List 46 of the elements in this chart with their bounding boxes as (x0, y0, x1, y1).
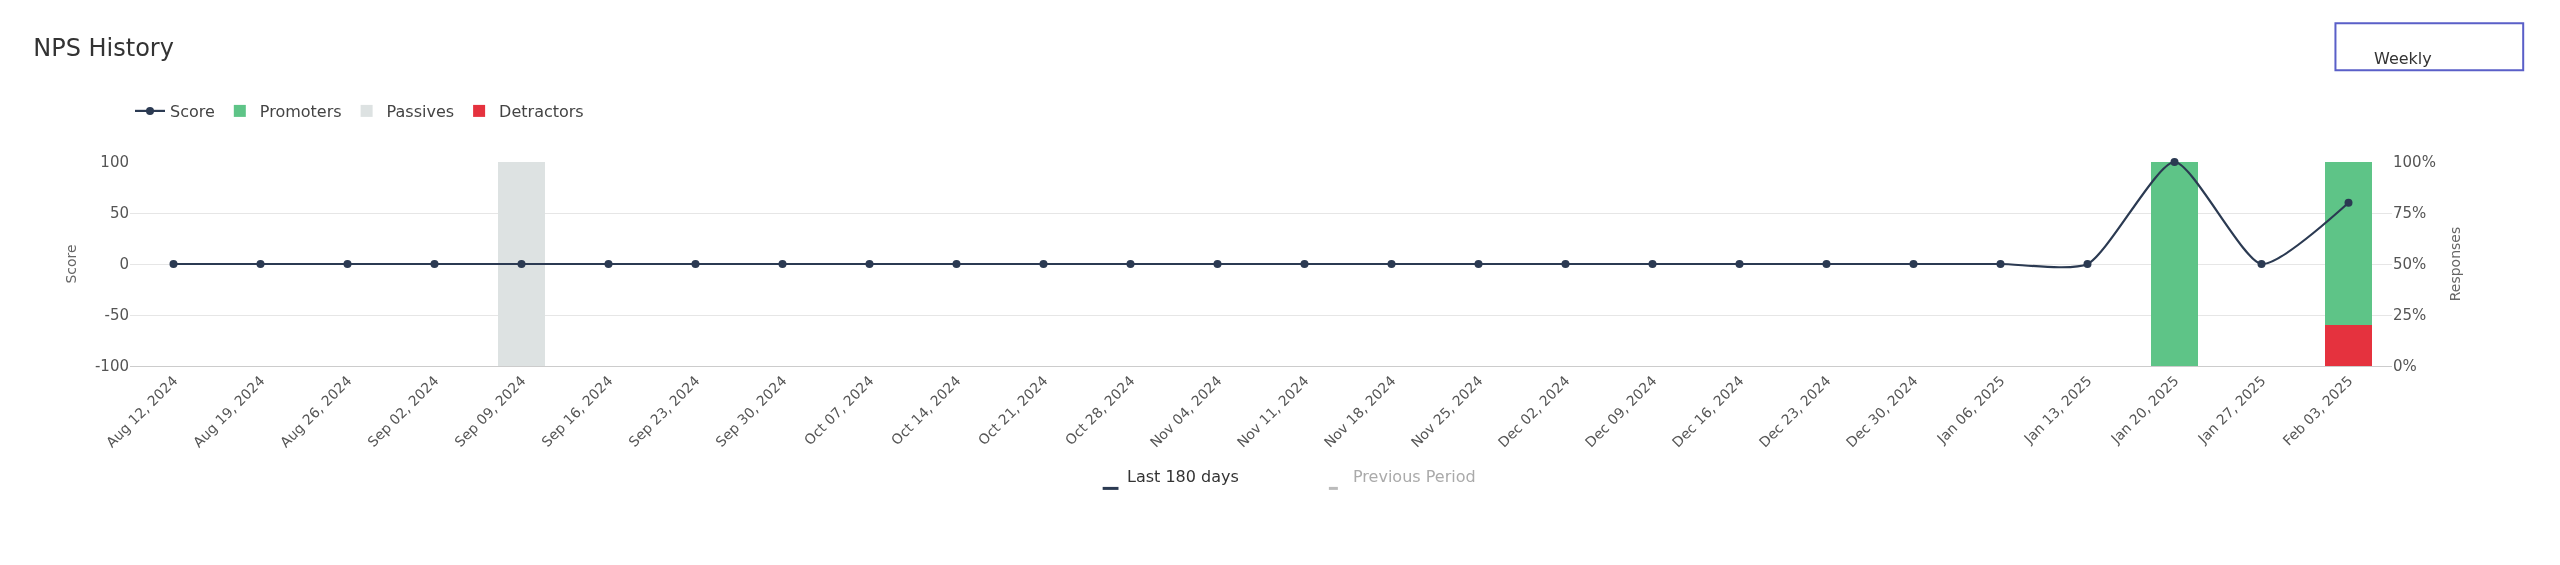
point (1909, 260, 1918, 268)
point (604, 260, 613, 268)
point (343, 260, 352, 268)
y-tick-label: 50 (109, 204, 129, 223)
point (1735, 260, 1744, 268)
y2-tick-label: 0% (2393, 357, 2417, 376)
point (2170, 158, 2179, 166)
point (1996, 260, 2005, 268)
point (2083, 260, 2092, 268)
chart-title: NPS History (33, 34, 174, 63)
legend-label: Passives (386, 102, 455, 122)
y2-tick-label: 75% (2393, 204, 2427, 223)
text: Weekly (2374, 49, 2432, 68)
point (1474, 260, 1483, 268)
text: Previous Period (1353, 467, 1476, 486)
point (169, 260, 178, 268)
y-axis-title: Score (62, 244, 79, 284)
y-tick-label: -50 (104, 306, 129, 325)
text: Last 180 days (1127, 467, 1239, 486)
point (691, 260, 700, 268)
y2-tick-label: 25% (2393, 306, 2427, 325)
y2-tick-label: 100% (2393, 153, 2436, 172)
point (865, 260, 874, 268)
y-tick-label: 100 (100, 153, 129, 172)
y-tick-label: 0 (119, 255, 129, 274)
point (778, 260, 787, 268)
point (430, 260, 439, 268)
point (1822, 260, 1831, 268)
point (1039, 260, 1048, 268)
point (1561, 260, 1570, 268)
y2-axis-title: Responses (2447, 226, 2464, 302)
legend-label: Detractors (499, 102, 584, 122)
point (256, 260, 265, 268)
point (2344, 198, 2353, 207)
point (2257, 260, 2266, 268)
point (1648, 260, 1657, 268)
point (1387, 260, 1396, 268)
point (1300, 260, 1309, 268)
y-tick-label: -100 (94, 357, 129, 376)
point (952, 260, 961, 268)
point (517, 260, 526, 268)
point (1213, 260, 1222, 268)
point (1126, 260, 1135, 268)
legend-label: Score (170, 102, 215, 122)
legend-label: Promoters (259, 102, 342, 122)
y2-tick-label: 50% (2393, 255, 2427, 274)
